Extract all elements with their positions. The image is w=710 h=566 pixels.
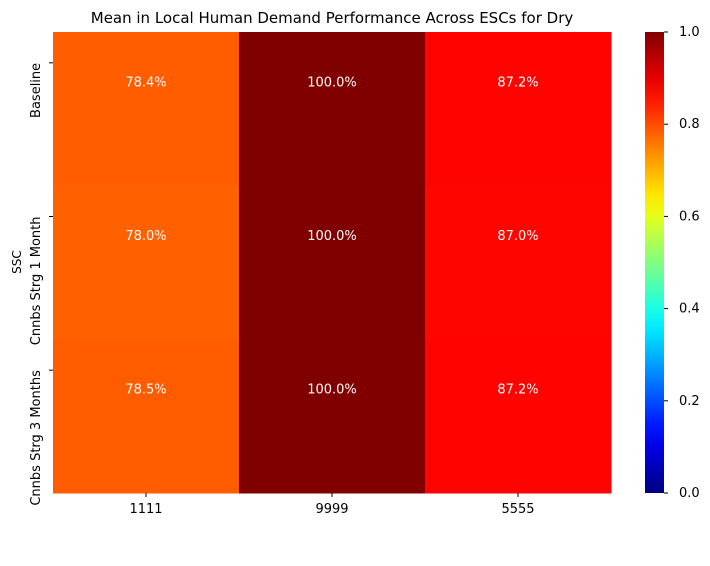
colorbar-tick-label: 0.0 xyxy=(679,486,700,501)
x-axis-ticks: 1111 9999 5555 xyxy=(129,493,535,517)
cell-value-label: 100.0% xyxy=(307,383,357,398)
x-tick-label: 9999 xyxy=(315,502,348,517)
colorbar-gradient xyxy=(645,32,664,493)
cell-value-label: 87.2% xyxy=(497,383,538,398)
colorbar-tick-label: 0.6 xyxy=(679,209,700,224)
heatmap-cell-labels: 78.4% 100.0% 87.2% 78.0% 100.0% 87.0% 78.5% 100… xyxy=(125,75,538,397)
heatmap-cell xyxy=(53,339,240,494)
heatmap-cell xyxy=(425,32,612,187)
cell-value-label: 100.0% xyxy=(307,229,357,244)
heatmap-cell xyxy=(239,339,426,494)
x-tick-label: 1111 xyxy=(129,502,162,517)
colorbar-tick-label: 0.8 xyxy=(679,117,700,132)
colorbar-tick-label: 1.0 xyxy=(679,25,700,40)
heatmap-cells xyxy=(53,32,612,494)
heatmap-cell xyxy=(239,185,426,340)
y-axis-label: SSC xyxy=(10,250,24,274)
colorbar: 0.0 0.2 0.4 0.6 0.8 1.0 xyxy=(645,25,700,501)
y-tick-label: Baseline xyxy=(29,63,44,118)
cell-value-label: 87.0% xyxy=(497,229,538,244)
heatmap-cell xyxy=(53,32,240,187)
cell-value-label: 78.4% xyxy=(125,75,166,90)
heatmap-cell xyxy=(239,32,426,187)
chart-title: Mean in Local Human Demand Performance A… xyxy=(91,9,574,27)
cell-value-label: 100.0% xyxy=(307,75,357,90)
y-tick-label: Cnnbs Strg 1 Month xyxy=(29,217,44,346)
x-tick-label: 5555 xyxy=(501,502,534,517)
y-axis-ticks: Baseline Cnnbs Strg 1 Month Cnnbs Strg 3 M… xyxy=(29,62,53,506)
colorbar-tick-label: 0.4 xyxy=(679,302,700,317)
heatmap-cell xyxy=(425,339,612,494)
cell-value-label: 78.0% xyxy=(125,229,166,244)
y-tick-label: Cnnbs Strg 3 Months xyxy=(29,370,44,506)
colorbar-tick-label: 0.2 xyxy=(679,394,700,409)
cell-value-label: 87.2% xyxy=(497,75,538,90)
cell-value-label: 78.5% xyxy=(125,383,166,398)
heatmap-cell xyxy=(53,185,240,340)
heatmap-cell xyxy=(425,185,612,340)
